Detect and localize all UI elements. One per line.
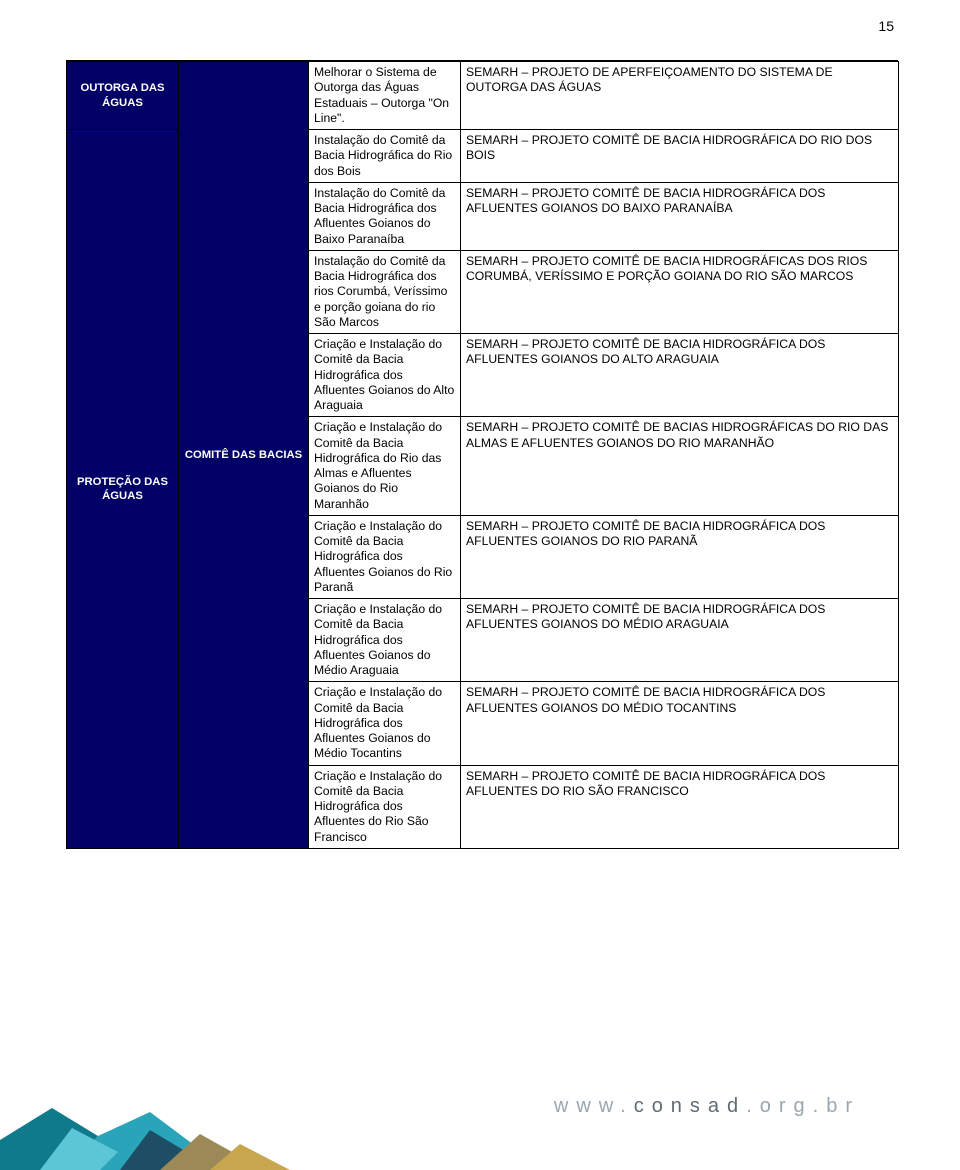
- r9c4: SEMARH – PROJETO COMITÊ DE BACIA HIDROGR…: [461, 765, 899, 848]
- r4c3: Criação e Instalação do Comitê da Bacia …: [309, 334, 461, 417]
- r8c4: SEMARH – PROJETO COMITÊ DE BACIA HIDROGR…: [461, 682, 899, 765]
- r9c3: Criação e Instalação do Comitê da Bacia …: [309, 765, 461, 848]
- comite-label: COMITÊ DAS BACIAS: [185, 449, 302, 461]
- r8c3: Criação e Instalação do Comitê da Bacia …: [309, 682, 461, 765]
- r3c4: SEMARH – PROJETO COMITÊ DE BACIA HIDROGR…: [461, 250, 899, 333]
- r6c3: Criação e Instalação do Comitê da Bacia …: [309, 515, 461, 598]
- r5c3: Criação e Instalação do Comitê da Bacia …: [309, 417, 461, 516]
- r4c4: SEMARH – PROJETO COMITÊ DE BACIA HIDROGR…: [461, 334, 899, 417]
- cell-protecao: PROTEÇÃO DAS ÁGUAS: [67, 130, 179, 849]
- page-number: 15: [878, 18, 894, 34]
- r6c4: SEMARH – PROJETO COMITÊ DE BACIA HIDROGR…: [461, 515, 899, 598]
- r1c4: SEMARH – PROJETO COMITÊ DE BACIA HIDROGR…: [461, 130, 899, 183]
- r7c3: Criação e Instalação do Comitê da Bacia …: [309, 599, 461, 682]
- r0c3: Melhorar o Sistema de Outorga das Águas …: [309, 62, 461, 130]
- r7c4: SEMARH – PROJETO COMITÊ DE BACIA HIDROGR…: [461, 599, 899, 682]
- r2c4: SEMARH – PROJETO COMITÊ DE BACIA HIDROGR…: [461, 182, 899, 250]
- cell-comite-bacias: COMITÊ DAS BACIAS: [179, 62, 309, 849]
- r3c3: Instalação do Comitê da Bacia Hidrográfi…: [309, 250, 461, 333]
- main-table: OUTORGA DAS ÁGUAS COMITÊ DAS BACIAS Melh…: [66, 61, 899, 849]
- footer-polygons-icon: [0, 1100, 960, 1170]
- protecao-label: PROTEÇÃO DAS ÁGUAS: [77, 476, 168, 502]
- footer: www.consad.org.br: [0, 1084, 960, 1170]
- r2c3: Instalação do Comitê da Bacia Hidrográfi…: [309, 182, 461, 250]
- cell-outorga: OUTORGA DAS ÁGUAS: [67, 62, 179, 130]
- r5c4: SEMARH – PROJETO COMITÊ DE BACIAS HIDROG…: [461, 417, 899, 516]
- r0c4: SEMARH – PROJETO DE APERFEIÇOAMENTO DO S…: [461, 62, 899, 130]
- r1c3: Instalação do Comitê da Bacia Hidrográfi…: [309, 130, 461, 183]
